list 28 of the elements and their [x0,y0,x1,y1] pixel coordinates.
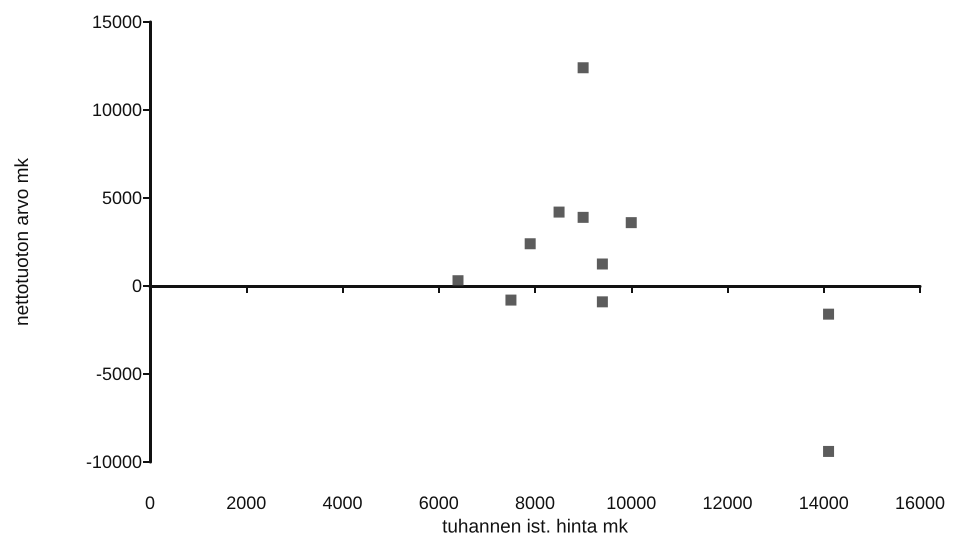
y-axis-title: nettotuoton arvo mk [12,158,33,326]
point [596,296,608,308]
point [554,206,565,218]
x-tick-label: 16000 [894,493,946,513]
x-tick-label: 12000 [702,493,753,513]
point [524,238,536,250]
x-tick-label: 0 [144,493,156,513]
y-tick-label: -5000 [96,364,142,384]
y-tick-label: 15000 [92,12,142,32]
x-tick-label: 10000 [606,493,656,513]
point [823,446,834,457]
x-tick-label: 4000 [322,493,363,513]
point [505,294,516,306]
x-tick-label: 8000 [514,493,556,513]
point [452,275,464,286]
y-tick-label: -10000 [86,452,142,472]
y-tick-label: 10000 [92,100,142,120]
x-tick-label: 2000 [226,493,266,513]
y-tick-label: 5000 [102,188,142,208]
y-tick-label: 0 [132,276,142,296]
point [823,308,834,320]
x-tick-label: 14000 [798,493,849,513]
point [626,217,637,228]
point [578,62,589,74]
point [578,212,589,223]
x-axis-title: tuhannen ist. hinta mk [442,516,628,538]
point [596,258,608,270]
x-tick-label: 6000 [418,493,459,513]
